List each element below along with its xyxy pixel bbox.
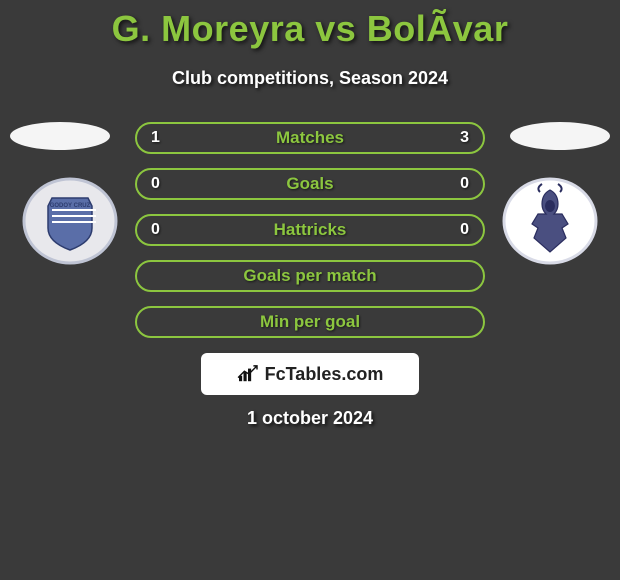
right-team-crest — [500, 176, 600, 266]
right-flag-placeholder — [510, 122, 610, 150]
stat-value-left: 0 — [151, 175, 160, 193]
stat-value-right: 3 — [460, 129, 469, 147]
stat-value-left: 1 — [151, 129, 160, 147]
stat-row: 0 Goals 0 — [135, 168, 485, 200]
attribution-text: FcTables.com — [265, 364, 384, 385]
stat-row: Goals per match — [135, 260, 485, 292]
stat-value-right: 0 — [460, 221, 469, 239]
stat-value-right: 0 — [460, 175, 469, 193]
page-title: G. Moreyra vs BolÃ­var — [0, 0, 620, 50]
stat-label: Goals per match — [243, 266, 376, 286]
stat-label: Goals — [286, 174, 333, 194]
knight-icon — [500, 176, 600, 266]
shield-icon: GODOY CRUZ — [20, 176, 120, 266]
left-team-crest: GODOY CRUZ — [20, 176, 120, 266]
stat-label: Min per goal — [260, 312, 360, 332]
stat-label: Matches — [276, 128, 344, 148]
stat-label: Hattricks — [274, 220, 347, 240]
page-subtitle: Club competitions, Season 2024 — [0, 68, 620, 89]
date-label: 1 october 2024 — [0, 408, 620, 429]
stat-row: 1 Matches 3 — [135, 122, 485, 154]
chart-icon — [237, 365, 259, 383]
svg-text:GODOY CRUZ: GODOY CRUZ — [50, 203, 91, 209]
stat-row: Min per goal — [135, 306, 485, 338]
attribution-badge[interactable]: FcTables.com — [201, 353, 419, 395]
left-flag-placeholder — [10, 122, 110, 150]
stats-panel: 1 Matches 3 0 Goals 0 0 Hattricks 0 Goals per mat… — [135, 122, 485, 352]
stat-value-left: 0 — [151, 221, 160, 239]
stat-row: 0 Hattricks 0 — [135, 214, 485, 246]
